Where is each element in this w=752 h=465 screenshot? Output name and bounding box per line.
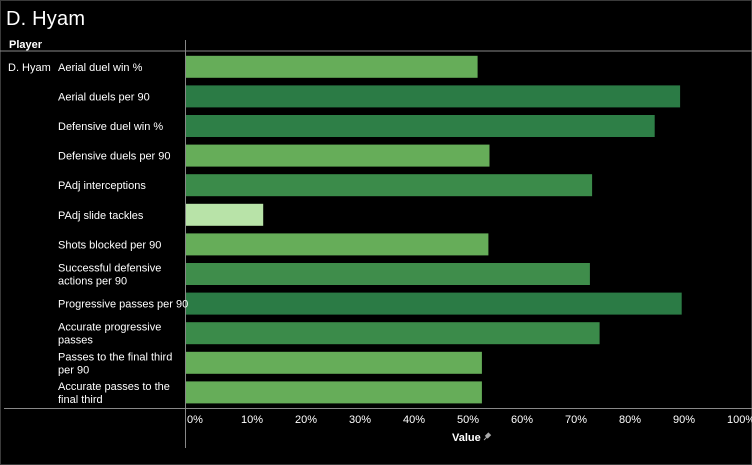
row-label-line: Defensive duels per 90 bbox=[58, 151, 171, 163]
row-label-line: Aerial duel win % bbox=[58, 62, 143, 74]
x-tick-label: 100% bbox=[727, 414, 752, 426]
player-label: D. Hyam bbox=[8, 62, 51, 74]
bar[interactable] bbox=[186, 174, 593, 197]
row-label: Passes to the final third per 90 bbox=[58, 351, 172, 376]
row-label: PAdj slide tackles bbox=[58, 210, 144, 222]
row-label-line: PAdj slide tackles bbox=[58, 210, 144, 222]
row-label-line: Aerial duels per 90 bbox=[58, 91, 150, 103]
x-tick-label: 40% bbox=[403, 414, 425, 426]
row-label-line: Shots blocked per 90 bbox=[58, 239, 161, 251]
row-label: Aerial duels per 90 bbox=[58, 91, 150, 103]
bar[interactable] bbox=[186, 322, 600, 345]
x-axis-title: Value bbox=[452, 432, 481, 444]
x-tick-label: 50% bbox=[457, 414, 479, 426]
bar[interactable] bbox=[186, 292, 682, 315]
row-label-line: actions per 90 bbox=[58, 276, 127, 288]
row-label: Defensive duels per 90 bbox=[58, 151, 171, 163]
x-tick-label: 80% bbox=[619, 414, 641, 426]
row-label-line: Passes to the final third bbox=[58, 351, 172, 363]
row-label-line: PAdj interceptions bbox=[58, 180, 146, 192]
x-tick-label: 70% bbox=[565, 414, 587, 426]
x-tick-label: 10% bbox=[241, 414, 263, 426]
row-label-line: Defensive duel win % bbox=[58, 121, 163, 133]
bar[interactable] bbox=[186, 263, 590, 285]
bar[interactable] bbox=[186, 203, 264, 226]
row-label-line: Accurate progressive bbox=[58, 322, 161, 334]
row-label-line: Accurate passes to the bbox=[58, 381, 170, 393]
x-tick-label: 30% bbox=[349, 414, 371, 426]
bar[interactable] bbox=[186, 233, 489, 256]
bar[interactable] bbox=[186, 55, 478, 78]
x-ticks-group: 0% 10% 20% 30% 40% 50% 60% 70% 80% 90% 100% bbox=[187, 414, 752, 426]
row-label: PAdj interceptions bbox=[58, 180, 146, 192]
x-tick-label: 90% bbox=[673, 414, 695, 426]
row-label-line: final third bbox=[58, 394, 103, 406]
row-label-line: per 90 bbox=[58, 364, 89, 376]
row-label: Progressive passes per 90 bbox=[58, 299, 188, 311]
row-label-line: Successful defensive bbox=[58, 263, 161, 275]
row-label: Accurate passes to the final third bbox=[58, 381, 170, 406]
row-label: Aerial duel win % bbox=[58, 62, 143, 74]
row-labels-group: Aerial duel win % Aerial duels per 90 Defe… bbox=[58, 62, 188, 406]
row-label: Defensive duel win % bbox=[58, 121, 163, 133]
row-label-line: Progressive passes per 90 bbox=[58, 299, 188, 311]
bar[interactable] bbox=[186, 115, 655, 137]
bar[interactable] bbox=[186, 144, 490, 167]
bars-group bbox=[186, 55, 682, 404]
x-tick-label: 60% bbox=[511, 414, 533, 426]
row-label: Shots blocked per 90 bbox=[58, 239, 161, 251]
x-tick-label: 0% bbox=[187, 414, 203, 426]
bar[interactable] bbox=[186, 351, 482, 374]
pin-icon[interactable] bbox=[483, 432, 492, 441]
row-label: Accurate progressive passes bbox=[58, 322, 161, 347]
page-title: D. Hyam bbox=[6, 8, 86, 30]
row-label: Successful defensive actions per 90 bbox=[58, 263, 161, 288]
row-label-line: passes bbox=[58, 335, 93, 347]
x-tick-label: 20% bbox=[295, 414, 317, 426]
bar[interactable] bbox=[186, 85, 681, 108]
bar[interactable] bbox=[186, 381, 482, 404]
player-column-header[interactable]: Player bbox=[9, 39, 43, 51]
